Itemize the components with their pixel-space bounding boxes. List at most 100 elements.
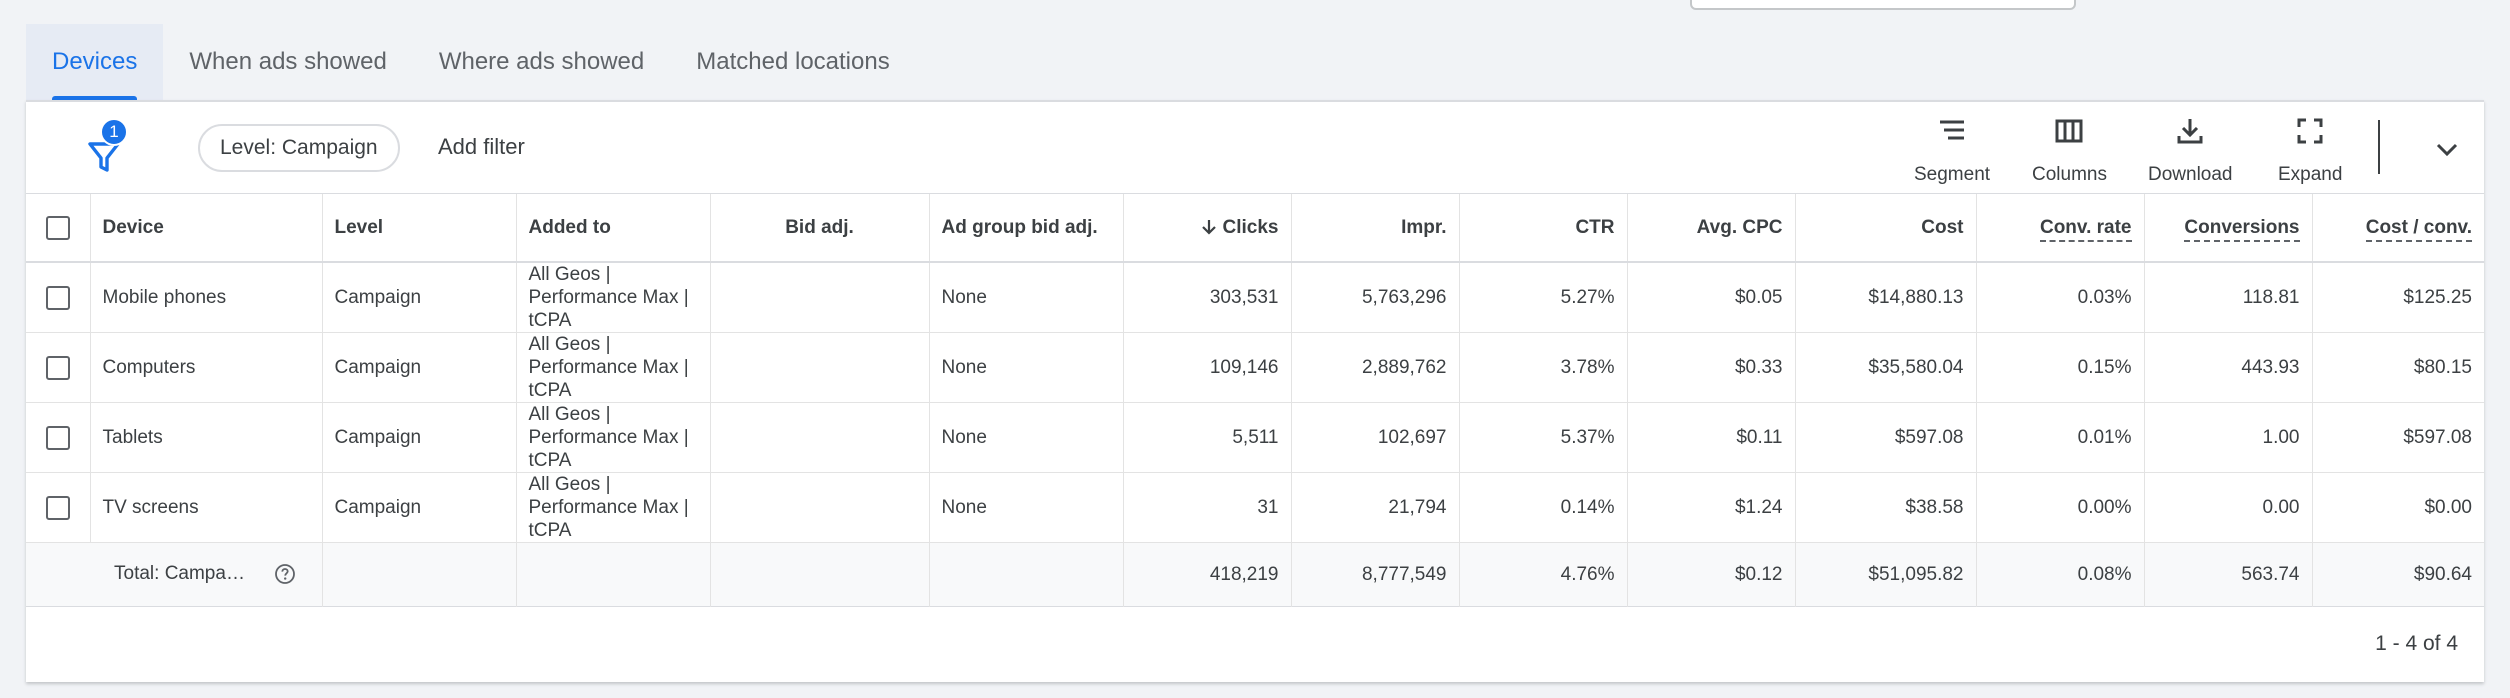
- cell-avg-cpc: $0.33: [1627, 332, 1796, 403]
- download-icon: [2177, 119, 2203, 144]
- header-cost[interactable]: Cost: [1795, 194, 1977, 262]
- segment-icon: [1940, 120, 1965, 140]
- header-conv-rate-label: Conv. rate: [2039, 216, 2132, 242]
- total-empty-bid-adj: [710, 542, 930, 607]
- total-cost-per-conv: $90.64: [2413, 563, 2472, 585]
- table-toolbar: 1 Level: Campaign Add filter Segment Col…: [26, 102, 2484, 194]
- total-row: Total: Campa… 418,219 8,777,549 4.76% $0…: [26, 542, 2484, 607]
- cell-ad-group-bid-adj: None: [929, 472, 1124, 543]
- cell-cost-per-conv: $597.08: [2403, 426, 2472, 448]
- cell-ad-group-bid-adj: None: [929, 332, 1124, 403]
- search-box[interactable]: [1690, 0, 2076, 10]
- cell-bid-adj[interactable]: [710, 402, 930, 473]
- header-ad-group-bid-adj[interactable]: Ad group bid adj.: [929, 194, 1124, 262]
- cell-device: TV screens: [90, 472, 323, 543]
- select-all-checkbox[interactable]: [45, 215, 70, 240]
- cell-cost-per-conv: $80.15: [2413, 356, 2472, 378]
- download-button[interactable]: Download: [2148, 114, 2233, 186]
- tab-when-ads-showed[interactable]: When ads showed: [189, 48, 387, 75]
- segment-label: Segment: [1914, 164, 1991, 185]
- cell-avg-cpc: $0.05: [1627, 262, 1796, 333]
- cell-added-to: All Geos | Performance Max | tCPA: [516, 332, 711, 403]
- cell-bid-adj[interactable]: [710, 262, 930, 333]
- cell-ad-group-bid-adj: None: [929, 402, 1124, 473]
- header-conv-rate[interactable]: Conv. rate: [1976, 194, 2145, 262]
- header-level[interactable]: Level: [322, 194, 517, 262]
- header-avg-cpc[interactable]: Avg. CPC: [1627, 194, 1796, 262]
- expand-button[interactable]: Expand: [2278, 114, 2342, 186]
- cell-ad-group-bid-adj: None: [929, 262, 1124, 333]
- cell-device: Mobile phones: [90, 262, 323, 333]
- devices-table: Device Level Added to Bid adj. Ad group …: [26, 194, 2484, 607]
- table-row: TV screens Campaign All Geos | Performan…: [26, 472, 2484, 543]
- total-conversions: 563.74: [2144, 542, 2313, 607]
- cell-cost: $597.08: [1795, 402, 1977, 473]
- table-row: Computers Campaign All Geos | Performanc…: [26, 332, 2484, 403]
- header-bid-adj[interactable]: Bid adj.: [710, 194, 930, 262]
- header-clicks[interactable]: Clicks: [1123, 194, 1292, 262]
- cell-added-to: All Geos | Performance Max | tCPA: [516, 262, 711, 333]
- expand-icon: [2297, 118, 2323, 144]
- expand-label: Expand: [2278, 164, 2343, 185]
- help-icon[interactable]: [274, 563, 296, 585]
- cell-conversions: 443.93: [2144, 332, 2313, 403]
- row-select-cell: [26, 262, 91, 333]
- segment-button[interactable]: Segment: [1914, 114, 1990, 186]
- table-row: Tablets Campaign All Geos | Performance …: [26, 402, 2484, 473]
- report-tabs: Devices When ads showed Where ads showed…: [26, 24, 916, 100]
- pagination-info: 1 - 4 of 4: [2375, 632, 2458, 655]
- cell-conv-rate: 0.01%: [1976, 402, 2145, 473]
- header-cost-per-conv-label: Cost / conv.: [2365, 216, 2472, 242]
- cell-cost: $14,880.13: [1795, 262, 1977, 333]
- cell-clicks: 31: [1123, 472, 1292, 543]
- cell-clicks: 5,511: [1123, 402, 1292, 473]
- add-filter-button[interactable]: Add filter: [438, 134, 525, 159]
- download-label: Download: [2148, 164, 2233, 185]
- total-cost: $51,095.82: [1795, 542, 1977, 607]
- total-clicks: 418,219: [1123, 542, 1292, 607]
- cell-impr: 102,697: [1291, 402, 1460, 473]
- cell-impr: 2,889,762: [1291, 332, 1460, 403]
- select-all-cell: [26, 194, 91, 262]
- chevron-down-icon: [2436, 143, 2458, 157]
- columns-button[interactable]: Columns: [2032, 114, 2107, 186]
- cell-cost: $38.58: [1795, 472, 1977, 543]
- cell-ctr: 5.37%: [1459, 402, 1628, 473]
- cell-level: Campaign: [322, 472, 517, 543]
- cell-conversions: 1.00: [2144, 402, 2313, 473]
- more-options-button[interactable]: [2430, 132, 2464, 166]
- devices-report-card: 1 Level: Campaign Add filter Segment Col…: [26, 100, 2484, 682]
- row-checkbox[interactable]: [45, 285, 70, 310]
- row-checkbox[interactable]: [45, 355, 70, 380]
- header-cost-per-conv[interactable]: Cost / conv.: [2312, 194, 2484, 262]
- cell-conv-rate: 0.15%: [1976, 332, 2145, 403]
- cell-conversions: 0.00: [2144, 472, 2313, 543]
- cell-level: Campaign: [322, 262, 517, 333]
- cell-bid-adj[interactable]: [710, 332, 930, 403]
- tab-devices[interactable]: Devices: [26, 24, 164, 100]
- cell-impr: 5,763,296: [1291, 262, 1460, 333]
- cell-bid-adj[interactable]: [710, 472, 930, 543]
- row-checkbox[interactable]: [45, 495, 70, 520]
- total-conv-rate: 0.08%: [1976, 542, 2145, 607]
- header-conversions[interactable]: Conversions: [2144, 194, 2313, 262]
- table-header-row: Device Level Added to Bid adj. Ad group …: [26, 194, 2484, 262]
- tab-where-ads-showed[interactable]: Where ads showed: [438, 48, 645, 75]
- row-checkbox[interactable]: [45, 425, 70, 450]
- filter-count-badge: 1: [100, 118, 128, 146]
- tab-matched-locations[interactable]: Matched locations: [696, 48, 890, 75]
- row-select-cell: [26, 402, 91, 473]
- header-impr[interactable]: Impr.: [1291, 194, 1460, 262]
- cell-added-to: All Geos | Performance Max | tCPA: [516, 472, 711, 543]
- header-ctr[interactable]: CTR: [1459, 194, 1628, 262]
- header-added-to[interactable]: Added to: [516, 194, 711, 262]
- total-empty-added-to: [516, 542, 711, 607]
- cell-ctr: 3.78%: [1459, 332, 1628, 403]
- columns-icon: [2055, 119, 2083, 143]
- level-filter-chip[interactable]: Level: Campaign: [198, 124, 400, 172]
- row-select-cell: [26, 472, 91, 543]
- cell-cost: $35,580.04: [1795, 332, 1977, 403]
- header-device[interactable]: Device: [90, 194, 323, 262]
- total-label: Total: Campa…: [114, 563, 245, 585]
- cell-impr: 21,794: [1291, 472, 1460, 543]
